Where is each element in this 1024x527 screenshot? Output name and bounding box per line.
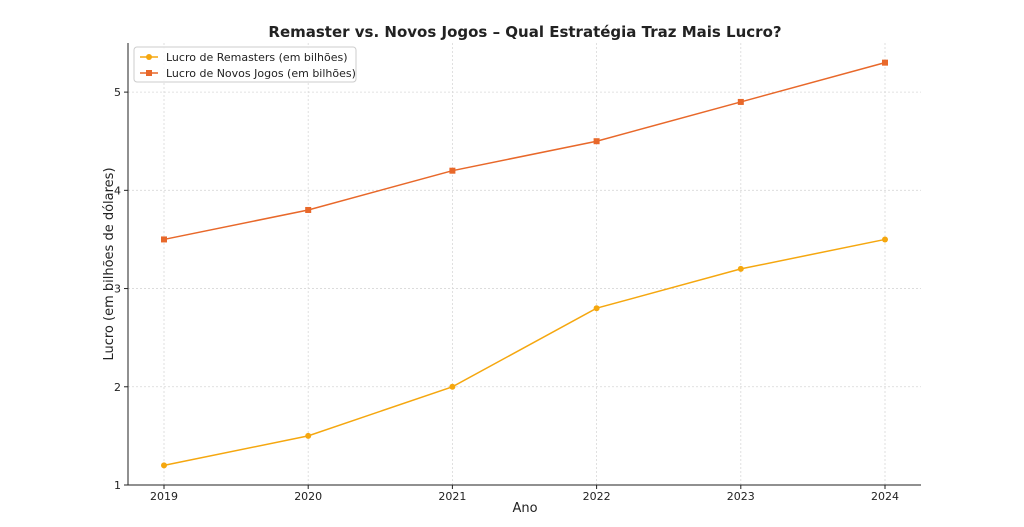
legend-marker [146, 70, 152, 76]
y-axis-label: Lucro (em bilhões de dólares) [102, 167, 117, 360]
y-tick-label: 4 [114, 184, 121, 197]
legend-box [133, 46, 357, 83]
grid [128, 43, 921, 486]
legend: Lucro de Remasters (em bilhões) Lucro de … [133, 46, 357, 83]
data-point [737, 98, 744, 105]
axes: 2019 2020 2021 2022 2023 2024 1 2 3 4 5 [114, 43, 921, 503]
y-tick-label: 2 [114, 381, 121, 394]
data-point [737, 265, 744, 272]
data-point [161, 236, 167, 243]
x-tick-label: 2019 [150, 490, 178, 503]
data-point [593, 138, 600, 145]
series-line-1 [163, 61, 886, 241]
y-tick-label: 3 [114, 283, 121, 296]
x-tick-label: 2024 [871, 490, 899, 503]
x-tick-label: 2020 [294, 490, 322, 503]
data-point [449, 383, 456, 390]
x-tick-label: 2023 [727, 490, 755, 503]
data-point [882, 59, 888, 66]
y-tick-label: 5 [114, 86, 121, 99]
data-point [305, 206, 312, 213]
data-point [593, 305, 600, 312]
series-line-0 [163, 238, 886, 467]
x-tick-label: 2022 [583, 490, 611, 503]
legend-marker [146, 54, 152, 60]
chart-title: Remaster vs. Novos Jogos – Qual Estratég… [268, 23, 781, 41]
y-tick-label: 1 [114, 479, 121, 492]
x-axis-label: Ano [512, 501, 537, 516]
data-point [161, 462, 167, 469]
series-layer [161, 59, 888, 469]
legend-label: Lucro de Novos Jogos (em bilhões) [166, 67, 356, 80]
data-point [882, 236, 888, 243]
legend-label: Lucro de Remasters (em bilhões) [166, 51, 348, 64]
data-point [449, 167, 456, 174]
data-point [305, 432, 312, 439]
x-tick-label: 2021 [438, 490, 466, 503]
